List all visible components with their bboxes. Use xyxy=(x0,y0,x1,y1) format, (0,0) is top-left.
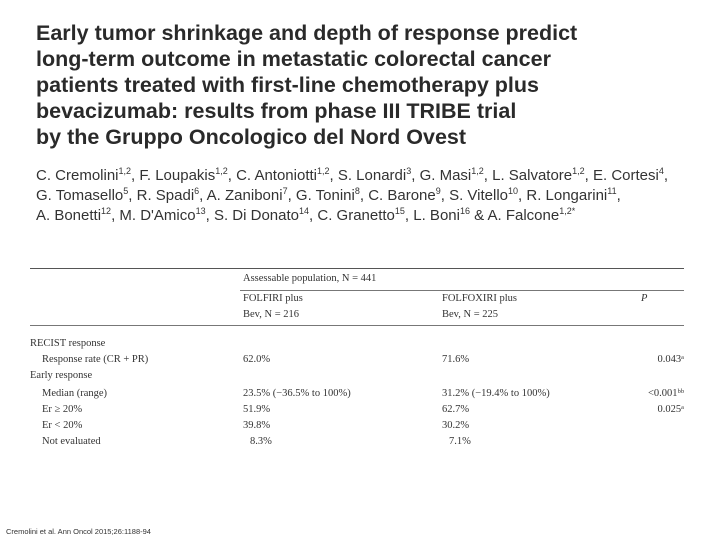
author-affiliation: 15 xyxy=(394,206,405,216)
title-line: long-term outcome in metastatic colorect… xyxy=(36,47,551,71)
table-cell-folfoxiri: 71.6% xyxy=(442,354,470,365)
table-row-label: RECIST response xyxy=(30,338,106,349)
table-cell-folfoxiri: 62.7% xyxy=(442,404,470,415)
author-affiliation: 14 xyxy=(299,206,310,216)
author-name: , C. Granetto xyxy=(309,207,395,224)
author-name: , R. Longarini xyxy=(518,187,608,204)
author-name: , S. Di Donato xyxy=(205,207,300,224)
col-folfoxiri-header-1: FOLFOXIRI plus xyxy=(442,293,517,304)
author-affiliation: 1,2 xyxy=(316,166,330,176)
author-name: , R. Spadi xyxy=(128,187,195,204)
table-cell-folfoxiri: 7.1% xyxy=(449,436,471,447)
table-row-label: Not evaluated xyxy=(42,436,101,447)
author-line: C. Cremolini1,2, F. Loupakis1,2, C. Anto… xyxy=(36,166,706,186)
author-list: C. Cremolini1,2, F. Loupakis1,2, C. Anto… xyxy=(36,166,706,226)
table-cell-p-value: <0.001ᵇᵇ xyxy=(647,388,684,399)
author-name: , G. Masi xyxy=(411,167,472,184)
author-line: A. Bonetti12, M. D'Amico13, S. Di Donato… xyxy=(36,206,706,226)
col-folfoxiri-header-2: Bev, N = 225 xyxy=(442,309,498,320)
author-name: C. Cremolini xyxy=(36,167,119,184)
author-affiliation: 5 xyxy=(123,186,129,196)
author-affiliation: 7 xyxy=(282,186,288,196)
author-affiliation: 1,2 xyxy=(471,166,484,176)
citation-footer: Cremolini et al. Ann Oncol 2015;26:1188-… xyxy=(6,527,151,536)
table-header-rule xyxy=(240,290,684,291)
title-line: patients treated with first-line chemoth… xyxy=(36,73,539,97)
author-affiliation: 8 xyxy=(354,186,360,196)
author-affiliation: 4 xyxy=(658,166,664,176)
author-affiliation: 1,2 xyxy=(118,166,132,176)
author-name: , C. Antoniotti xyxy=(227,167,317,184)
population-header: Assessable population, N = 441 xyxy=(243,273,377,284)
table-cell-folfiri: 39.8% xyxy=(243,420,271,431)
table-row-label: Er ≥ 20% xyxy=(42,404,83,415)
title-line: Early tumor shrinkage and depth of respo… xyxy=(36,21,578,45)
author-affiliation: 1,2* xyxy=(559,206,576,216)
table-cell-folfiri: 8.3% xyxy=(250,436,272,447)
col-p-header: P xyxy=(641,293,648,304)
author-affiliation: 3 xyxy=(406,166,412,176)
paper-title: Early tumor shrinkage and depth of respo… xyxy=(36,20,696,150)
table-cell-folfoxiri: 30.2% xyxy=(442,420,470,431)
author-affiliation: 11 xyxy=(607,186,617,196)
table-header-bottom-rule xyxy=(30,325,684,326)
author-name: , M. D'Amico xyxy=(111,207,196,224)
author-name: , S. Vitello xyxy=(440,187,509,204)
author-name: , S. Lonardi xyxy=(329,167,407,184)
col-folfiri-header-2: Bev, N = 216 xyxy=(243,309,299,320)
author-affiliation: 10 xyxy=(508,186,519,196)
author-line: G. Tomasello5, R. Spadi6, A. Zaniboni7, … xyxy=(36,186,706,206)
author-name: , E. Cortesi xyxy=(584,167,659,184)
table-cell-folfoxiri: 31.2% (−19.4% to 100%) xyxy=(442,388,550,399)
table-cell-p-value: 0.025ᵃ xyxy=(657,404,685,415)
author-name: , F. Loupakis xyxy=(131,167,216,184)
author-name: A. Bonetti xyxy=(36,207,102,224)
title-line: by the Gruppo Oncologico del Nord Ovest xyxy=(36,125,467,149)
author-affiliation: 16 xyxy=(459,206,470,216)
author-name: , L. Salvatore xyxy=(483,167,573,184)
author-name: , G. Tonini xyxy=(287,187,355,204)
author-name: , L. Boni xyxy=(404,207,460,224)
col-folfiri-header-1: FOLFIRI plus xyxy=(243,293,303,304)
author-affiliation: 9 xyxy=(435,186,441,196)
author-name: , xyxy=(663,167,669,184)
table-row-label: Er < 20% xyxy=(42,420,83,431)
author-affiliation: 13 xyxy=(195,206,206,216)
table-cell-p-value: 0.043ᵃ xyxy=(657,354,685,365)
author-name: G. Tomasello xyxy=(36,187,124,204)
table-row-label: Median (range) xyxy=(42,388,108,399)
author-name: , xyxy=(616,187,621,204)
table-cell-folfiri: 23.5% (−36.5% to 100%) xyxy=(243,388,351,399)
title-line: bevacizumab: results from phase III TRIB… xyxy=(36,99,517,123)
author-affiliation: 6 xyxy=(194,186,200,196)
author-name: , A. Zaniboni xyxy=(199,187,283,204)
table-top-rule xyxy=(30,268,684,269)
author-affiliation: 12 xyxy=(101,206,112,216)
author-affiliation: 1,2 xyxy=(215,166,228,176)
author-affiliation: 1,2 xyxy=(572,166,585,176)
author-name: & A. Falcone xyxy=(469,207,560,224)
table-cell-folfiri: 51.9% xyxy=(243,404,271,415)
table-row-label: Response rate (CR + PR) xyxy=(42,354,149,365)
author-name: , C. Barone xyxy=(359,187,436,204)
table-cell-folfiri: 62.0% xyxy=(243,354,271,365)
table-row-label: Early response xyxy=(30,370,93,381)
